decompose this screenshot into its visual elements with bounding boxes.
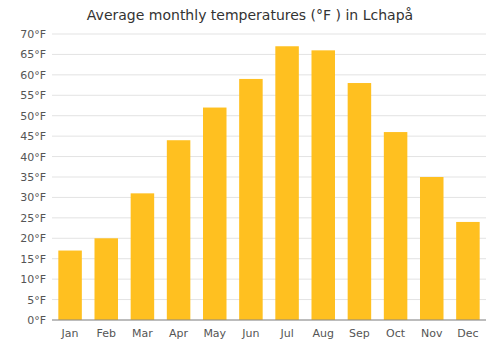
x-tick-label: Sep xyxy=(349,327,370,340)
grid-line xyxy=(52,74,486,75)
y-tick-label: 5°F xyxy=(27,294,46,307)
bar xyxy=(275,46,299,320)
y-tick-label: 70°F xyxy=(20,28,46,41)
x-axis-line xyxy=(52,320,486,321)
bar xyxy=(58,251,82,320)
y-tick-label: 40°F xyxy=(20,151,46,164)
y-tick-label: 65°F xyxy=(20,48,46,61)
bar xyxy=(167,140,191,320)
grid-line xyxy=(52,115,486,116)
bar xyxy=(311,50,335,320)
y-tick-label: 0°F xyxy=(27,314,46,327)
bar xyxy=(203,108,227,320)
y-tick-label: 60°F xyxy=(20,69,46,82)
x-tick-label: Oct xyxy=(386,327,406,340)
x-tick-label: Jan xyxy=(61,327,79,340)
x-tick-label: Nov xyxy=(421,327,443,340)
y-tick-label: 50°F xyxy=(20,110,46,123)
page: {"chart_data": {"type": "bar", "title": … xyxy=(0,0,500,350)
bar xyxy=(348,83,372,320)
bar xyxy=(456,222,480,320)
chart: Average monthly temperatures (°F ) in Lc… xyxy=(0,0,500,350)
y-tick-label: 45°F xyxy=(20,130,46,143)
grid-line xyxy=(52,136,486,137)
grid-line xyxy=(52,156,486,157)
grid-line xyxy=(52,95,486,96)
x-tick-label: Jul xyxy=(279,327,293,340)
x-tick-label: Aug xyxy=(313,327,334,340)
bar xyxy=(94,238,118,320)
bar xyxy=(239,79,263,320)
x-tick-label: May xyxy=(203,327,226,340)
x-tick-label: Dec xyxy=(457,327,478,340)
y-tick-label: 55°F xyxy=(20,89,46,102)
y-tick-label: 10°F xyxy=(20,273,46,286)
y-axis: 0°F 5°F 10°F 15°F 20°F 25°F 30°F 35°F 40°F 45°F 50… xyxy=(20,28,486,327)
grid-line xyxy=(52,34,486,35)
y-tick-label: 20°F xyxy=(20,232,46,245)
bars xyxy=(58,46,479,320)
x-axis: Jan Feb Mar Apr May Jun Jul Aug Sep Oct Nov Dec xyxy=(52,320,486,340)
x-tick-label: Feb xyxy=(97,327,116,340)
y-tick-label: 15°F xyxy=(20,253,46,266)
x-tick-label: Jun xyxy=(241,327,259,340)
grid-line xyxy=(52,320,486,321)
bar xyxy=(420,177,444,320)
bar xyxy=(384,132,408,320)
x-tick-label: Mar xyxy=(132,327,153,340)
title: Average monthly temperatures (°F ) in Lc… xyxy=(87,7,413,23)
y-tick-label: 25°F xyxy=(20,212,46,225)
y-tick-label: 35°F xyxy=(20,171,46,184)
y-tick-label: 30°F xyxy=(20,191,46,204)
bar xyxy=(131,193,155,320)
grid-line xyxy=(52,54,486,55)
x-tick-label: Apr xyxy=(169,327,189,340)
